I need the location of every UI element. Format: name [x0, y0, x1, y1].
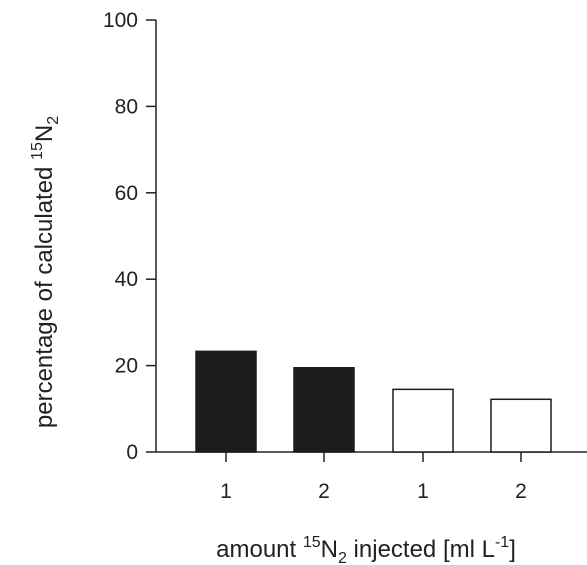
- y-axis-title: percentage of calculated 15N2: [29, 116, 62, 428]
- category-labels: 1 2 1 2: [220, 480, 527, 503]
- x-axis-title-subscript: 2: [338, 550, 347, 565]
- bars: [195, 350, 552, 453]
- x-axis-title-middle: injected [ml L: [347, 536, 495, 563]
- y-tick-label: 0: [126, 441, 138, 464]
- category-label: 1: [220, 480, 232, 503]
- bar-4: [490, 398, 552, 453]
- category-label: 2: [318, 480, 330, 503]
- y-tick-label: 100: [103, 9, 138, 32]
- y-tick-label: 40: [115, 268, 138, 291]
- bar-3: [392, 388, 454, 453]
- y-axis-title-prefix: percentage of calculated: [31, 160, 58, 428]
- category-label: 2: [515, 480, 527, 503]
- category-label: 1: [417, 480, 429, 503]
- bar-1: [195, 350, 257, 453]
- y-axis: 0 20 40 60 80 100: [103, 9, 157, 464]
- y-axis-title-isotope: 15: [29, 142, 46, 160]
- y-tick-label: 20: [115, 355, 138, 378]
- y-axis-title-element: N: [31, 125, 58, 142]
- x-axis-title-isotope: 15: [303, 534, 321, 551]
- x-axis-title-suffix: ]: [509, 536, 516, 563]
- x-axis-title-prefix: amount: [216, 536, 303, 563]
- bar-2: [293, 367, 355, 453]
- x-axis-title-exponent: -1: [495, 534, 509, 551]
- y-axis-title-subscript: 2: [45, 116, 62, 125]
- y-tick-label: 60: [115, 182, 138, 205]
- y-tick-label: 80: [115, 95, 138, 118]
- x-axis-title-element: N: [321, 536, 338, 563]
- x-axis: [156, 451, 587, 462]
- x-axis-title: amount 15N2 injected [ml L-1]: [216, 534, 516, 565]
